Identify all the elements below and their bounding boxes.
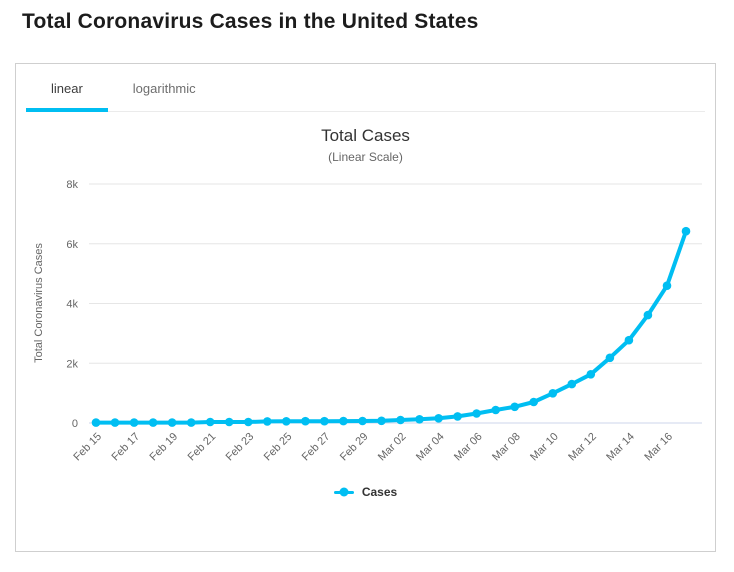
data-point[interactable] — [453, 412, 462, 421]
data-point[interactable] — [510, 402, 519, 412]
tab-linear[interactable]: linear — [26, 81, 108, 112]
data-point[interactable] — [662, 281, 672, 290]
data-point[interactable] — [624, 335, 634, 345]
data-point[interactable] — [415, 415, 424, 424]
data-point[interactable] — [301, 416, 310, 426]
data-point[interactable] — [282, 417, 291, 426]
data-point[interactable] — [396, 415, 405, 425]
y-axis-title: Total Coronavirus Cases — [33, 243, 45, 363]
x-tick-label: Feb 19 — [148, 431, 181, 464]
data-point[interactable] — [567, 379, 577, 389]
x-tick-label: Mar 08 — [490, 431, 523, 464]
legend-label: Cases — [361, 485, 398, 499]
x-tick-label: Feb 15 — [71, 431, 104, 464]
x-tick-label: Mar 10 — [528, 431, 561, 464]
chart-subtitle: (Linear Scale) — [328, 150, 403, 164]
x-tick-label: Mar 16 — [642, 431, 675, 464]
x-tick-label: Mar 04 — [414, 431, 447, 464]
x-tick-label: Feb 23 — [224, 431, 257, 464]
data-point[interactable] — [681, 226, 691, 236]
x-tick-label: Feb 17 — [109, 431, 142, 464]
data-point[interactable] — [529, 397, 538, 407]
chart-title: Total Cases — [321, 126, 410, 145]
data-point[interactable] — [205, 417, 215, 427]
x-tick-label: Mar 06 — [452, 431, 485, 464]
x-tick-label: Feb 21 — [186, 431, 219, 464]
y-tick-label: 2k — [66, 358, 78, 370]
data-point[interactable] — [110, 418, 120, 427]
data-point[interactable] — [586, 370, 596, 379]
scale-tabbar: linear logarithmic — [26, 64, 705, 112]
data-point[interactable] — [377, 416, 386, 426]
y-tick-label: 8k — [66, 179, 78, 191]
data-point[interactable] — [643, 310, 653, 320]
tab-logarithmic[interactable]: logarithmic — [108, 81, 221, 111]
chart-card: linear logarithmic Total Cases (Linear S… — [15, 63, 716, 552]
data-point[interactable] — [91, 418, 101, 427]
legend-line-marker-icon — [333, 487, 354, 497]
data-point[interactable] — [148, 418, 158, 427]
page-title: Total Coronavirus Cases in the United St… — [22, 10, 479, 33]
data-point[interactable] — [548, 389, 558, 398]
data-point[interactable] — [224, 417, 234, 427]
x-tick-label: Feb 29 — [338, 431, 371, 464]
legend-dot-icon — [339, 487, 349, 497]
x-tick-label: Mar 12 — [566, 431, 599, 464]
tab-linear-label: linear — [51, 81, 83, 96]
data-point[interactable] — [320, 416, 329, 426]
x-tick-label: Mar 14 — [604, 431, 637, 464]
x-tick-label: Feb 27 — [300, 431, 333, 464]
y-tick-label: 0 — [72, 418, 78, 430]
data-point[interactable] — [491, 405, 501, 415]
data-point[interactable] — [605, 353, 615, 363]
data-point[interactable] — [339, 416, 348, 426]
data-point[interactable] — [263, 417, 272, 426]
data-point[interactable] — [167, 418, 177, 427]
data-point[interactable] — [472, 409, 481, 418]
data-point[interactable] — [129, 418, 139, 427]
data-point[interactable] — [244, 417, 253, 427]
x-tick-label: Feb 25 — [262, 431, 295, 464]
y-tick-label: 4k — [66, 299, 78, 311]
data-point[interactable] — [186, 418, 196, 427]
x-tick-label: Mar 02 — [376, 431, 409, 464]
legend-item-cases[interactable]: Cases — [16, 485, 715, 499]
y-tick-label: 6k — [66, 239, 78, 251]
data-point[interactable] — [358, 416, 367, 426]
series-line-cases — [94, 229, 688, 425]
tab-logarithmic-label: logarithmic — [132, 81, 196, 96]
data-point[interactable] — [434, 414, 443, 423]
